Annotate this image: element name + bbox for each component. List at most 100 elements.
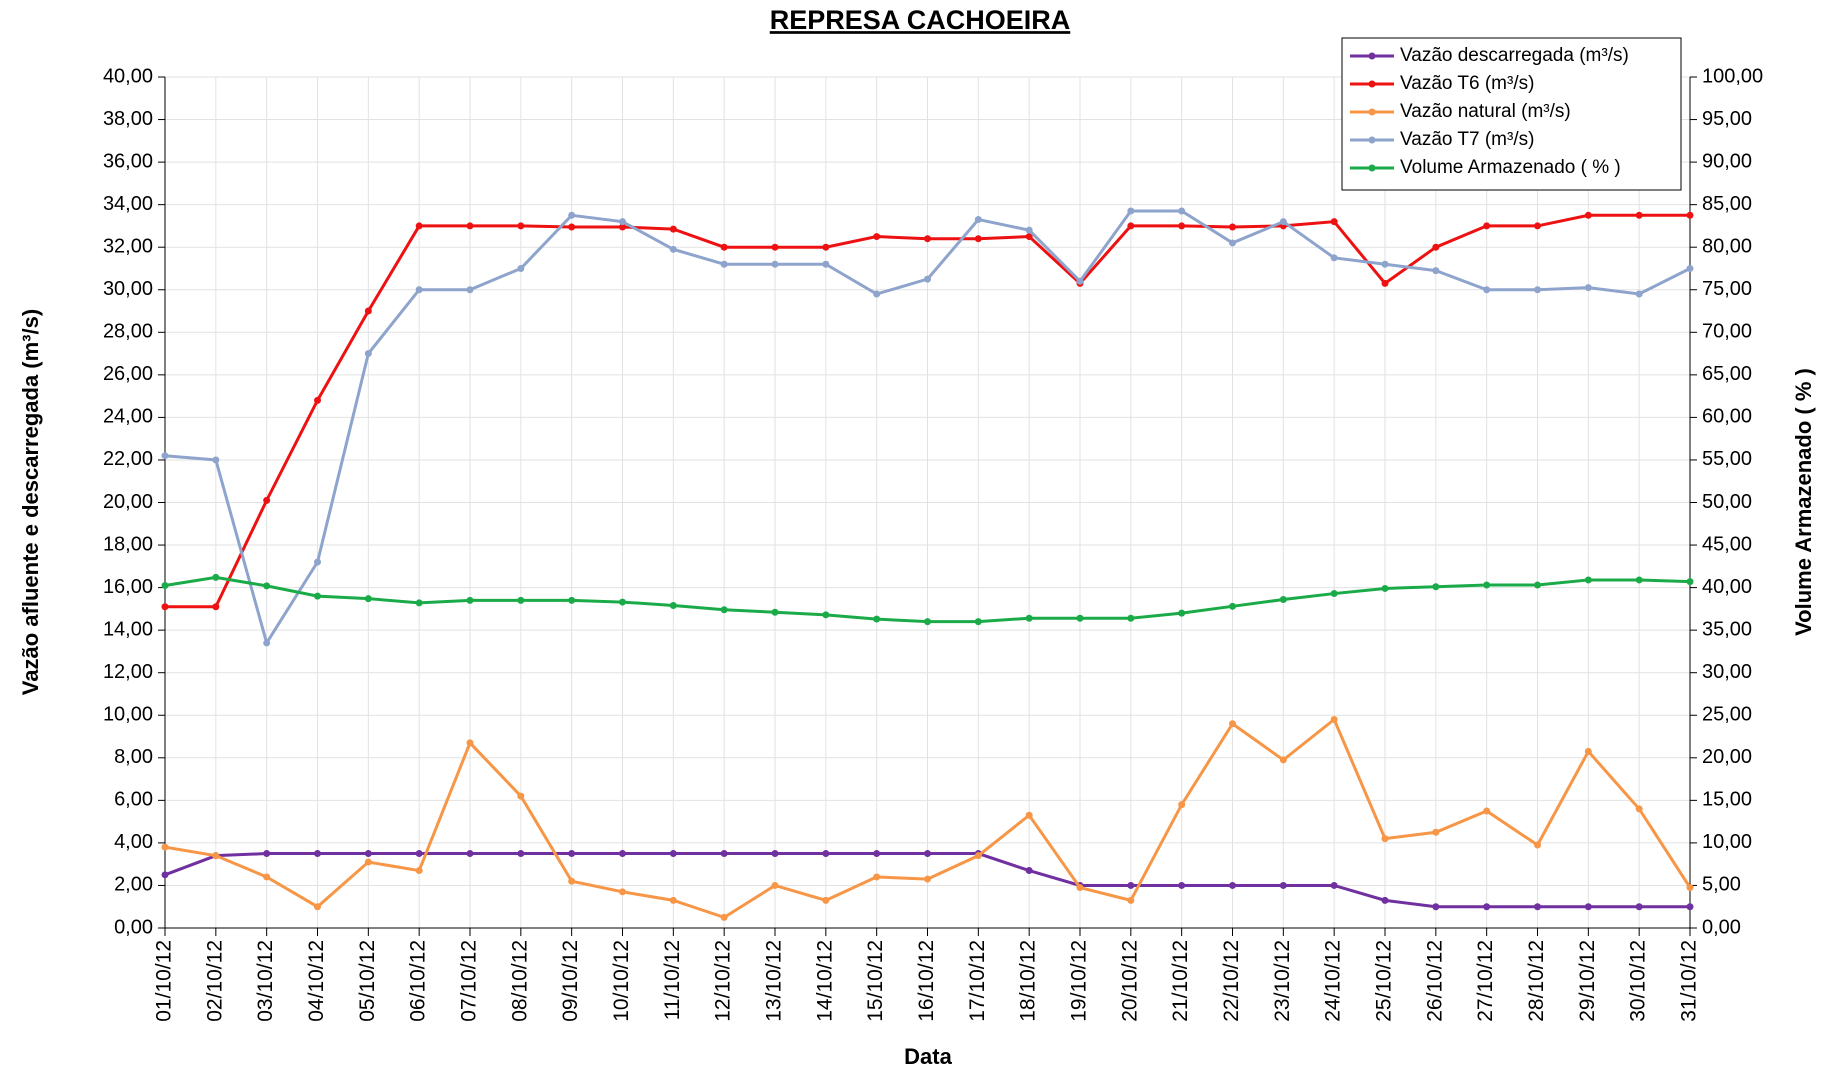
y2-tick-label: 100,00 [1702,65,1763,87]
x-tick-label: 08/10/12 [508,940,531,1022]
legend-label: Vazão natural (m³/s) [1400,101,1571,122]
x-tick-label: 24/10/12 [1322,940,1345,1022]
point [1635,903,1643,911]
legend-marker [1368,80,1376,88]
point [314,558,321,566]
point [161,843,169,851]
point [263,496,271,504]
point [822,896,830,904]
point [974,216,982,224]
point [1584,284,1592,292]
y2-tick-label: 25,00 [1702,704,1752,726]
x-tick-label: 27/10/12 [1474,940,1497,1022]
point [1381,584,1389,592]
point [873,290,881,298]
y-tick-label: 28,00 [103,321,153,343]
point [974,852,982,860]
point [517,792,525,800]
point [212,603,220,611]
point [1279,596,1287,604]
legend-box [1341,37,1682,191]
point [161,603,169,611]
point [873,615,881,623]
point [822,243,830,251]
y2-tick-label: 55,00 [1702,448,1752,470]
point [669,850,677,858]
point [161,452,169,460]
point [822,611,830,619]
point [619,223,626,231]
point [1330,716,1338,724]
point [771,260,779,268]
point [1635,576,1643,584]
point [568,596,576,604]
y2-tick-label: 0,00 [1702,916,1741,938]
point [720,606,728,614]
point [1330,218,1338,226]
point [415,599,423,607]
point [1686,578,1694,586]
y-tick-label: 18,00 [103,533,153,555]
x-tick-label: 04/10/12 [305,940,328,1022]
point [364,350,372,358]
point [873,850,881,858]
point [415,850,423,858]
point [1635,290,1643,298]
x-tick-label: 23/10/12 [1271,940,1294,1022]
point [1076,614,1084,622]
point [364,595,372,603]
point [568,877,576,885]
point [568,211,576,219]
point [1279,218,1287,226]
point [669,245,677,253]
point [720,243,728,251]
x-tick-label: 17/10/12 [966,940,989,1022]
legend-label: Vazão T6 (m³/s) [1400,73,1534,94]
point [466,596,474,604]
point [1534,222,1541,230]
point [517,596,525,604]
y2-tick-label: 95,00 [1702,108,1752,130]
y-tick-label: 20,00 [103,491,153,513]
point [1229,223,1236,231]
point [1686,264,1694,272]
x-tick-label: 31/10/12 [1678,940,1701,1022]
point [1432,828,1440,836]
point [1381,279,1389,287]
y2-tick-label: 20,00 [1702,746,1752,768]
point [924,850,931,858]
point [1635,211,1643,219]
point [364,307,372,315]
point [263,850,271,858]
point [771,243,779,251]
y2-tick-label: 85,00 [1702,193,1752,215]
point [1432,583,1440,591]
point [415,222,423,230]
y-tick-label: 14,00 [103,618,153,640]
x-tick-label: 21/10/12 [1169,940,1192,1022]
y-tick-label: 32,00 [103,235,153,257]
point [1432,243,1440,251]
x-tick-label: 01/10/12 [153,940,176,1022]
point [1584,211,1592,219]
point [1025,811,1033,819]
x-tick-label: 30/10/12 [1627,940,1650,1022]
x-tick-label: 22/10/12 [1220,940,1243,1022]
y-tick-label: 34,00 [103,193,153,215]
point [1483,807,1491,815]
x-tick-label: 03/10/12 [254,940,277,1022]
point [364,850,372,858]
point [263,582,271,590]
point [1635,805,1643,813]
point [669,225,677,233]
y-tick-label: 10,00 [103,704,153,726]
x-tick-label: 25/10/12 [1373,940,1396,1022]
point [263,639,271,647]
y2-tick-label: 10,00 [1702,831,1752,853]
y2-tick-label: 40,00 [1702,576,1752,598]
y2-tick-label: 15,00 [1702,789,1752,811]
y2-tick-label: 60,00 [1702,406,1752,428]
point [161,871,169,879]
point [1025,233,1033,241]
